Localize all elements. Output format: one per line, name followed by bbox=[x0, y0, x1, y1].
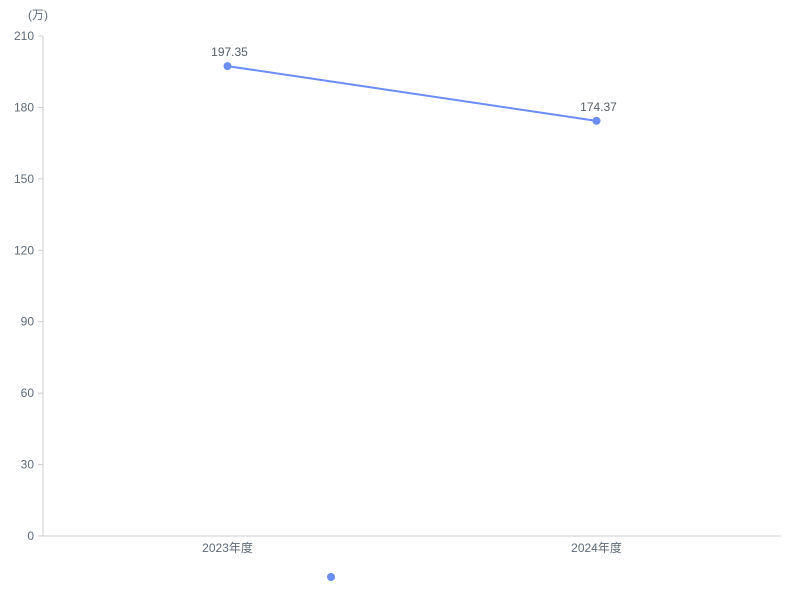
data-point[interactable] bbox=[592, 116, 601, 125]
y-axis-tick-label: 210 bbox=[14, 29, 34, 43]
data-point-label: 197.35 bbox=[211, 45, 248, 59]
y-axis-tick-label: 0 bbox=[27, 529, 34, 543]
y-axis-tick-label: 150 bbox=[14, 172, 34, 186]
y-axis-tick-label: 120 bbox=[14, 243, 34, 257]
x-axis-category-label: 2023年度 bbox=[202, 540, 253, 555]
data-point-label: 174.37 bbox=[580, 100, 617, 114]
x-axis-category-label: 2024年度 bbox=[571, 540, 622, 555]
series-line bbox=[226, 65, 598, 122]
y-axis-tick-label: 90 bbox=[21, 315, 35, 329]
y-axis-tick-label: 60 bbox=[21, 386, 35, 400]
legend-marker-icon[interactable] bbox=[327, 573, 335, 581]
data-point[interactable] bbox=[223, 62, 232, 71]
y-axis-tick-label: 180 bbox=[14, 100, 34, 114]
y-axis-tick-label: 30 bbox=[21, 458, 35, 472]
y-axis-unit-label: (万) bbox=[28, 8, 48, 22]
